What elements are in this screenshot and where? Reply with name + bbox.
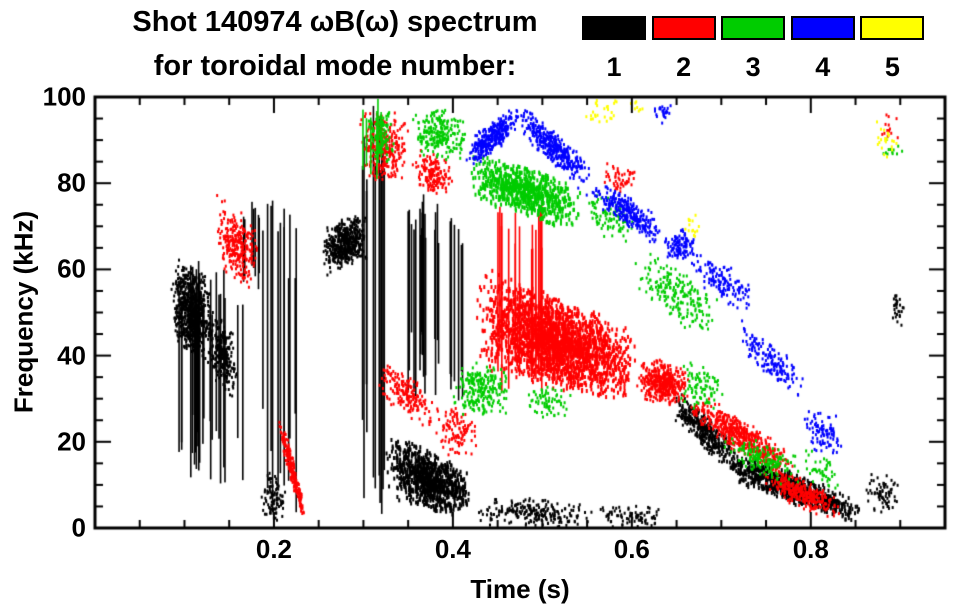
- x-tick-label-0.2: 0.2: [255, 534, 293, 564]
- legend-swatch-1: [582, 16, 646, 40]
- legend-number-1: 1: [606, 52, 622, 82]
- y-tick-label-20: 20: [57, 426, 86, 457]
- y-tick-label-80: 80: [57, 167, 86, 198]
- x-tick-label-0.8: 0.8: [792, 534, 829, 564]
- legend-number-5: 5: [884, 52, 900, 82]
- y-tick-label-40: 40: [57, 340, 86, 371]
- x-tick-label-0.6: 0.6: [613, 534, 650, 564]
- legend-swatch-4: [790, 16, 855, 40]
- legend-swatch-5: [860, 16, 925, 40]
- legend-number-4: 4: [815, 52, 831, 82]
- chart-title: Shot 140974 ωB(ω) spectrum: [132, 6, 538, 38]
- x-tick-label-0.4: 0.4: [434, 534, 471, 564]
- y-tick-label-100: 100: [42, 81, 86, 112]
- chart-subtitle: for toroidal mode number:: [153, 50, 517, 82]
- y-axis-label: Frequency (kHz): [8, 210, 39, 414]
- y-tick-label-0: 0: [71, 512, 86, 543]
- legend-swatch-2: [651, 16, 716, 40]
- x-axis-label: Time (s): [470, 574, 570, 604]
- y-tick-label-60: 60: [57, 253, 86, 284]
- legend-number-3: 3: [745, 52, 761, 82]
- legend-number-2: 2: [676, 52, 692, 82]
- legend-swatch-3: [721, 16, 786, 40]
